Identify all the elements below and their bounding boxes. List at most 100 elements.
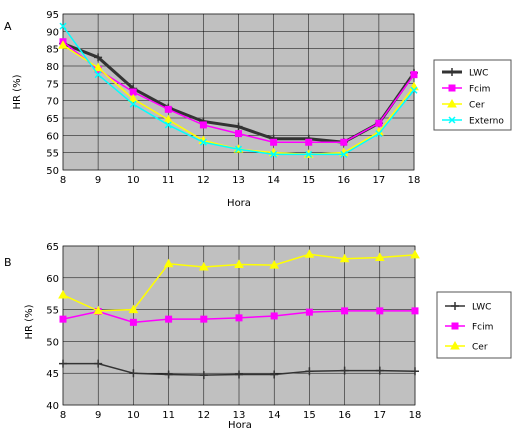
y-tick-label: 65 bbox=[46, 242, 59, 253]
data-point-fcim bbox=[411, 307, 419, 315]
x-tick-label: 12 bbox=[197, 410, 210, 421]
x-tick-label: 16 bbox=[337, 175, 350, 186]
data-point-lwc bbox=[235, 370, 243, 379]
series-lines-b bbox=[58, 249, 420, 380]
data-point-cer bbox=[198, 261, 209, 271]
y-axis-label-b: HR (%) bbox=[24, 304, 35, 339]
data-point-fcim bbox=[340, 138, 348, 146]
x-tick-label: 10 bbox=[127, 410, 140, 421]
data-point-cer bbox=[163, 114, 174, 124]
data-point-externo bbox=[94, 71, 102, 79]
data-point-lwc bbox=[375, 366, 384, 375]
y-tick-labels-a: 50 55 60 65 70 75 80 85 90 95 bbox=[46, 10, 59, 177]
data-point-lwc bbox=[164, 370, 173, 379]
data-point-lwc bbox=[59, 359, 67, 368]
legend-label-cer: Cer bbox=[472, 343, 488, 353]
legend-box-b bbox=[436, 291, 512, 359]
legend-label-fcim: Fcim bbox=[472, 323, 493, 333]
data-point-fcim bbox=[199, 121, 207, 129]
x-tick-label: 9 bbox=[95, 175, 101, 186]
legend-entries-a: LWC Fcim Cer Externo bbox=[442, 68, 504, 127]
data-point-lwc bbox=[129, 369, 138, 378]
x-tick-label: 11 bbox=[162, 175, 175, 186]
data-point-cer bbox=[58, 40, 68, 49]
y-tick-label: 50 bbox=[46, 166, 59, 177]
data-point-fcim bbox=[235, 130, 242, 138]
y-tick-label: 55 bbox=[46, 149, 59, 160]
x-tick-label: 14 bbox=[268, 410, 281, 421]
legend-label-lwc: LWC bbox=[469, 69, 488, 79]
y-tick-label: 45 bbox=[46, 369, 59, 380]
data-point-externo bbox=[270, 150, 278, 158]
panel-a: A 50 55 60 65 70 75 80 85 90 95 8 9 10 11 12 13 14 15 16 1… bbox=[4, 10, 512, 209]
legend-marker-cer bbox=[450, 340, 460, 350]
y-tick-label: 55 bbox=[46, 306, 59, 317]
data-point-externo bbox=[375, 130, 383, 138]
x-tick-label: 11 bbox=[162, 410, 175, 421]
data-point-fcim bbox=[235, 314, 243, 322]
x-tick-labels-a: 8 9 10 11 12 13 14 15 16 17 18 bbox=[60, 175, 421, 186]
x-tick-label: 15 bbox=[303, 410, 316, 421]
x-tick-label: 17 bbox=[373, 410, 386, 421]
x-tick-label: 13 bbox=[233, 410, 246, 421]
legend-a: LWC Fcim Cer Externo bbox=[433, 59, 512, 131]
legend-marker-lwc bbox=[451, 302, 459, 310]
x-tick-label: 18 bbox=[409, 410, 422, 421]
data-point-cer bbox=[234, 259, 244, 268]
data-point-fcim bbox=[270, 312, 278, 320]
y-tick-label: 85 bbox=[46, 45, 59, 56]
data-point-fcim bbox=[376, 307, 384, 315]
data-point-fcim bbox=[164, 105, 172, 113]
data-point-lwc bbox=[411, 367, 419, 376]
x-axis-label-a: Hora bbox=[227, 198, 251, 209]
x-tick-label: 18 bbox=[408, 175, 421, 186]
legend-marker-cer bbox=[447, 98, 457, 108]
data-point-lwc bbox=[305, 367, 314, 376]
data-point-cer bbox=[93, 305, 104, 315]
legend-label-fcim: Fcim bbox=[469, 85, 490, 95]
y-tick-label: 75 bbox=[46, 79, 59, 90]
data-point-cer bbox=[410, 249, 420, 259]
y-tick-label: 60 bbox=[46, 274, 59, 285]
data-point-lwc bbox=[199, 371, 208, 380]
legend-b: LWC Fcim Cer bbox=[436, 291, 512, 359]
x-tick-label: 8 bbox=[60, 410, 66, 421]
data-point-externo bbox=[234, 145, 243, 153]
x-tick-label: 10 bbox=[127, 175, 140, 186]
legend-label-lwc: LWC bbox=[472, 303, 491, 313]
panel-label-b: B bbox=[4, 256, 12, 269]
data-point-cer bbox=[304, 249, 315, 258]
data-point-lwc bbox=[94, 53, 103, 62]
x-tick-label: 9 bbox=[95, 410, 101, 421]
data-point-cer bbox=[163, 258, 174, 268]
x-axis-label-b: Hora bbox=[228, 420, 252, 430]
panel-b: B 40 45 50 55 60 65 8 9 10 11 12 13 14 15 16 17 18 HR (… bbox=[4, 242, 512, 430]
y-tick-label: 80 bbox=[46, 62, 59, 73]
legend-entries-b: LWC Fcim Cer bbox=[445, 302, 493, 353]
data-point-fcim bbox=[165, 315, 173, 323]
y-tick-label: 95 bbox=[46, 10, 59, 21]
data-point-cer bbox=[269, 260, 280, 269]
y-axis-label-a: HR (%) bbox=[12, 74, 23, 109]
data-point-cer bbox=[128, 304, 139, 314]
y-tick-label: 50 bbox=[46, 337, 59, 348]
data-point-fcim bbox=[200, 315, 208, 323]
data-point-fcim bbox=[129, 318, 137, 326]
data-point-lwc bbox=[270, 370, 279, 379]
data-point-externo bbox=[410, 86, 418, 94]
x-tick-label: 15 bbox=[302, 175, 315, 186]
data-point-cer bbox=[93, 62, 103, 72]
y-tick-label: 65 bbox=[46, 114, 59, 125]
legend-label-cer: Cer bbox=[469, 101, 485, 111]
x-tick-label: 12 bbox=[197, 175, 210, 186]
data-point-cer bbox=[128, 93, 139, 103]
data-point-lwc bbox=[340, 366, 349, 375]
x-tick-label: 16 bbox=[338, 410, 351, 421]
data-point-externo bbox=[199, 138, 207, 146]
data-point-externo bbox=[59, 22, 67, 30]
series-lines-a bbox=[58, 22, 419, 158]
data-point-lwc bbox=[234, 122, 243, 131]
legend-marker-fcim bbox=[448, 84, 456, 92]
data-point-externo bbox=[164, 121, 172, 129]
x-tick-label: 14 bbox=[267, 175, 280, 186]
